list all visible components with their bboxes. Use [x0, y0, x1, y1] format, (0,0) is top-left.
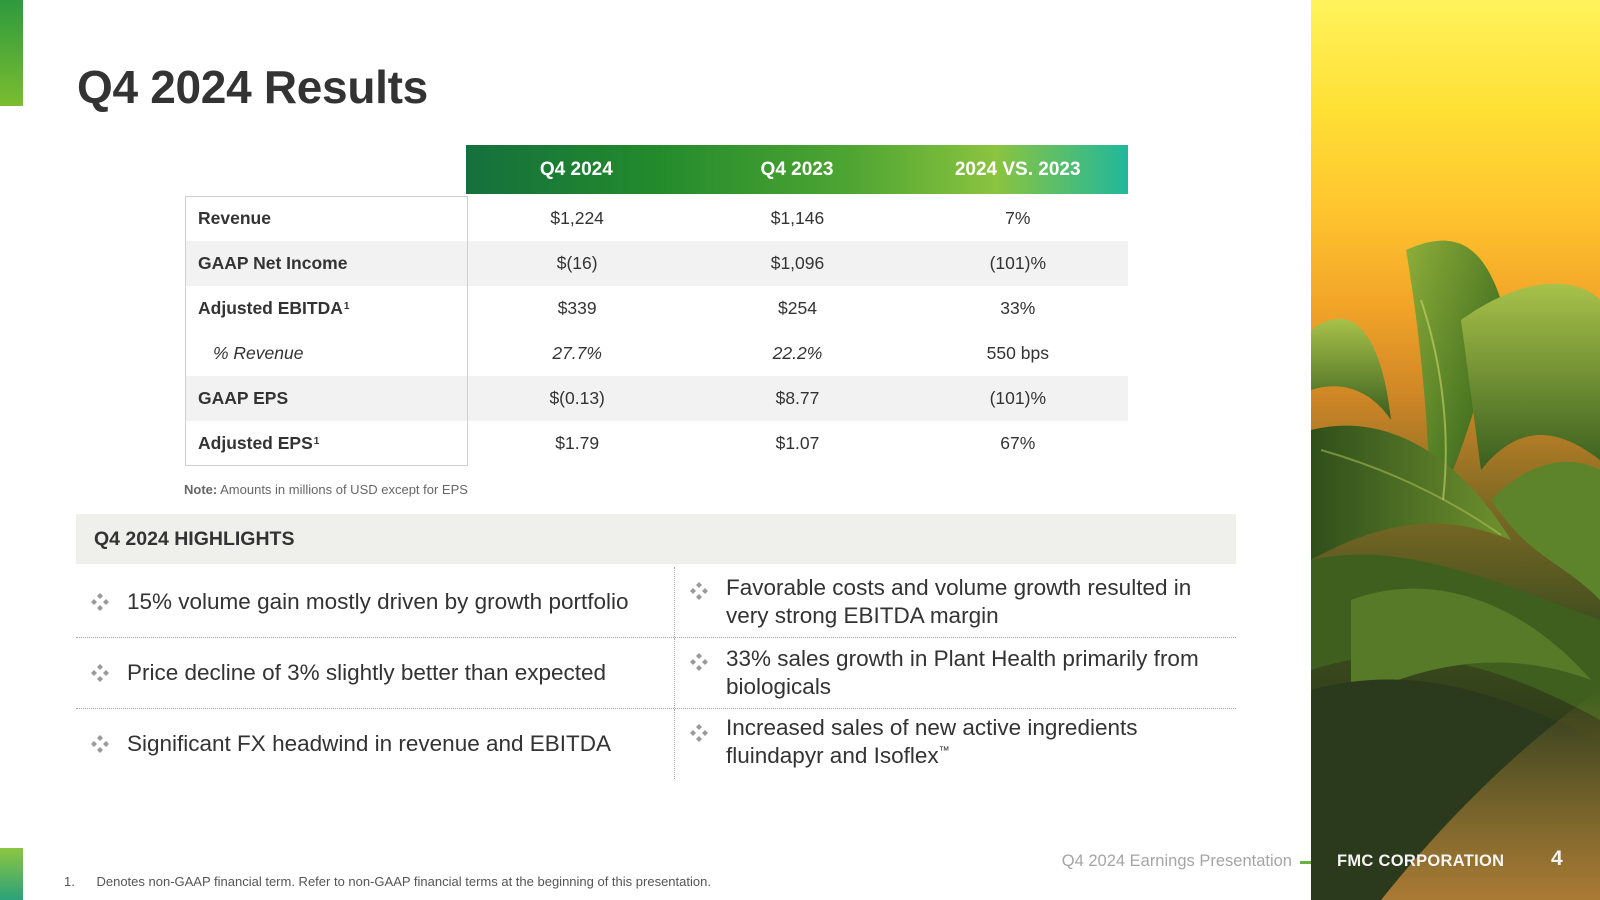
presentation-title: Q4 2024 Earnings Presentation	[1061, 852, 1292, 870]
diamond-bullet-icon	[91, 593, 109, 611]
diamond-bullet-icon	[690, 724, 708, 742]
results-table-header: Q4 2024 Q4 2023 2024 VS. 2023	[466, 145, 1128, 194]
highlights-header: Q4 2024 HIGHLIGHTS	[76, 514, 1236, 564]
table-row-adjusted-eps: Adjusted EPS 1 $1.79 $1.07 67%	[185, 421, 1128, 466]
leaf-shape	[1461, 283, 1600, 470]
footnote-text: Denotes non-GAAP financial term. Refer t…	[96, 874, 711, 889]
row-label: GAAP EPS	[198, 388, 289, 408]
highlight-item: Significant FX headwind in revenue and E…	[76, 709, 675, 779]
accent-bar-bottom	[0, 848, 23, 900]
cell-q4-2023: $254	[778, 298, 817, 318]
table-row-percent-revenue: % Revenue 27.7% 22.2% 550 bps	[185, 331, 1128, 376]
sunlit-soil	[1381, 690, 1600, 900]
footnote-marker: 1	[343, 301, 350, 312]
row-label: Adjusted EPS 1	[198, 433, 320, 453]
leaf-shape	[1351, 588, 1591, 700]
column-header-change: 2024 VS. 2023	[954, 158, 1081, 180]
leaf-shape	[1311, 318, 1391, 420]
highlight-text: Significant FX headwind in revenue and E…	[127, 731, 612, 756]
leaf-shape	[1311, 425, 1511, 560]
highlights-row: Significant FX headwind in revenue and E…	[76, 709, 1236, 779]
leaf-shape	[1491, 461, 1600, 600]
leaf-highlight	[1320, 449, 1502, 536]
highlight-text: Price decline of 3% slightly better than…	[127, 660, 607, 685]
table-row-gaap-eps: GAAP EPS $(0.13) $8.77 (101)%	[185, 376, 1128, 421]
diamond-bullet-icon	[690, 653, 708, 671]
highlight-item: 15% volume gain mostly driven by growth …	[76, 567, 675, 637]
highlight-item: Increased sales of new active ingredient…	[675, 709, 1236, 779]
page-title: Q4 2024 Results	[77, 61, 428, 113]
row-label: Revenue	[198, 208, 271, 228]
accent-bar-top	[0, 0, 23, 106]
cornfield-photo	[1311, 0, 1600, 900]
cell-q4-2024: $339	[557, 298, 597, 318]
cell-change: 7%	[1005, 208, 1031, 228]
row-label: Adjusted EBITDA 1	[198, 298, 350, 318]
trademark-symbol: ™	[938, 745, 950, 757]
corn-leaves-illustration	[1311, 240, 1600, 900]
cell-change: 550 bps	[986, 343, 1049, 363]
cell-change: (101)%	[989, 388, 1047, 408]
column-header-q4-2023: Q4 2023	[760, 158, 834, 180]
cell-q4-2023: $1,146	[770, 208, 825, 228]
cell-change: 67%	[1000, 433, 1036, 453]
footnote: 1. Denotes non-GAAP financial term. Refe…	[64, 874, 711, 889]
highlight-text: 15% volume gain mostly driven by growth …	[127, 589, 629, 614]
highlights-row: 15% volume gain mostly driven by growth …	[76, 567, 1236, 638]
highlights-grid: 15% volume gain mostly driven by growth …	[76, 567, 1236, 779]
footnote-number: 1.	[64, 874, 75, 889]
column-header-q4-2024: Q4 2024	[539, 158, 613, 180]
cell-change: 33%	[1000, 298, 1036, 318]
note-text: Amounts in millions of USD except for EP…	[220, 482, 468, 497]
highlight-text: 33% sales growth in Plant Health primari…	[726, 646, 1199, 699]
cell-q4-2024: 27.7%	[552, 343, 602, 363]
cell-q4-2024: $1.79	[555, 433, 600, 453]
footnote-marker: 1	[313, 436, 320, 447]
table-row-gaap-net-income: GAAP Net Income $(16) $1,096 (101)%	[185, 241, 1128, 286]
cell-q4-2024: $(0.13)	[549, 388, 605, 408]
highlight-item: Favorable costs and volume growth result…	[675, 567, 1236, 637]
cell-q4-2023: $1.07	[775, 433, 820, 453]
leaf-highlight	[1420, 299, 1447, 501]
table-row-adjusted-ebitda: Adjusted EBITDA 1 $339 $254 33%	[185, 286, 1128, 331]
cell-q4-2024: $1,224	[550, 208, 604, 228]
diamond-bullet-icon	[690, 582, 708, 600]
results-table: Revenue $1,224 $1,146 7% GAAP Net Income…	[185, 196, 1128, 466]
row-label: % Revenue	[213, 343, 304, 363]
table-row-revenue: Revenue $1,224 $1,146 7%	[185, 196, 1128, 241]
brand-name: FMC CORPORATION	[1337, 852, 1505, 870]
highlights-row: Price decline of 3% slightly better than…	[76, 638, 1236, 709]
table-note: Note: Amounts in millions of USD except …	[184, 482, 468, 497]
cell-q4-2023: $1,096	[770, 253, 825, 273]
cell-change: (101)%	[989, 253, 1047, 273]
row-label: GAAP Net Income	[198, 253, 348, 273]
note-label: Note:	[184, 482, 218, 497]
cell-q4-2024: $(16)	[556, 253, 598, 273]
cell-q4-2023: $8.77	[775, 388, 820, 408]
highlight-text: Favorable costs and volume growth result…	[726, 575, 1192, 628]
page-number: 4	[1551, 847, 1563, 870]
highlight-item: Price decline of 3% slightly better than…	[76, 638, 675, 708]
highlight-item: 33% sales growth in Plant Health primari…	[675, 638, 1236, 708]
cell-q4-2023: 22.2%	[772, 343, 823, 363]
highlight-text: Increased sales of new active ingredient…	[726, 715, 1138, 768]
diamond-bullet-icon	[91, 735, 109, 753]
diamond-bullet-icon	[91, 664, 109, 682]
